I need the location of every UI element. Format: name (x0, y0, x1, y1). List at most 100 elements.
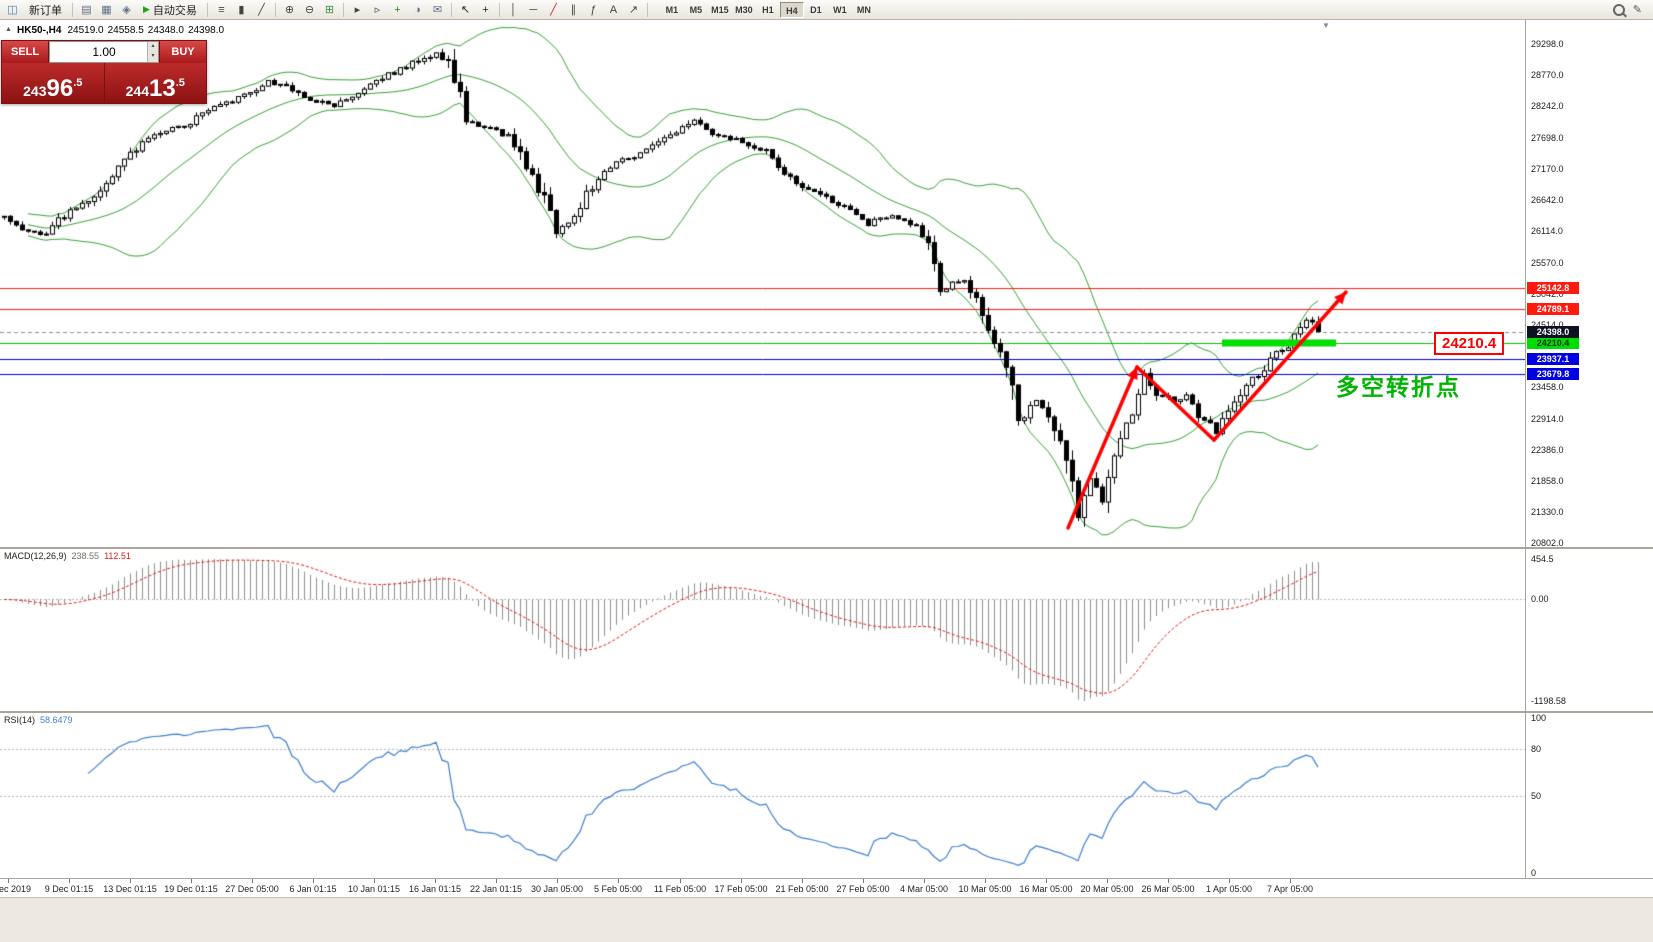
text-icon[interactable]: A (609, 3, 618, 16)
current-price-label: 24398.0 (1527, 325, 1579, 338)
price-tick: 26114.0 (1531, 225, 1563, 236)
one-click-trade-panel: SELL 1.00 ▴ ▾ BUY 243 96.5 244 13.5 (1, 40, 207, 104)
buy-price-display[interactable]: 244 13.5 (104, 63, 206, 103)
timeframe-m30[interactable]: M30 (735, 4, 753, 15)
macd-pane[interactable]: MACD(12,26,9) 238.55 112.51 (0, 549, 1525, 711)
sell-price-prefix: 243 (23, 83, 47, 99)
bar-chart-icon[interactable]: ≡ (218, 3, 225, 16)
toolbar-separator (72, 2, 73, 17)
time-label: 10 Mar 05:00 (958, 884, 1012, 894)
volume-decrease-button[interactable]: ▾ (147, 52, 158, 62)
time-tick (1229, 879, 1230, 883)
fibonacci-icon[interactable]: ƒ (590, 3, 597, 16)
price-axis[interactable]: 29298.0 28770.0 28242.0 27698.0 27170.0 26642… (1525, 20, 1653, 548)
time-tick (1107, 879, 1108, 883)
navigator-icon[interactable]: ◈ (122, 3, 131, 16)
timeframe-m15[interactable]: M15 (711, 4, 729, 15)
template-icon[interactable]: ✉ (432, 3, 443, 16)
time-axis[interactable]: 2 Dec 2019 9 Dec 01:15 13 Dec 01:15 19 Dec … (0, 878, 1653, 897)
profiles-icon[interactable]: ▤ (81, 3, 92, 16)
timeframe-w1[interactable]: W1 (833, 4, 847, 15)
candlestick-chart-icon[interactable]: ▮ (238, 3, 245, 16)
vertical-line-icon[interactable]: │ (509, 3, 517, 16)
sell-button[interactable]: SELL (2, 41, 48, 63)
time-tick (618, 879, 619, 883)
edit-icon[interactable]: ✎ (1632, 4, 1642, 16)
macd-canvas[interactable] (0, 549, 1525, 711)
toolbar-separator (206, 2, 208, 17)
price-tick: 22914.0 (1531, 413, 1564, 424)
volume-increase-button[interactable]: ▴ (147, 42, 158, 52)
tile-windows-icon[interactable]: ⊞ (324, 3, 335, 16)
pane-splitter[interactable] (0, 547, 1653, 549)
sell-price-big: 96 (46, 74, 74, 102)
time-tick (680, 879, 681, 883)
chart-low: 24348.0 (147, 25, 184, 36)
auto-scroll-icon[interactable]: ▸ (354, 3, 361, 16)
volume-field[interactable]: 1.00 ▴ ▾ (49, 41, 159, 63)
line-chart-icon[interactable]: ╱ (258, 3, 265, 16)
new-chart-icon[interactable]: ◫ (7, 3, 18, 16)
timeframe-h4[interactable]: H4 (779, 1, 804, 18)
chart-shift-icon[interactable]: ▹ (374, 3, 381, 16)
sell-price-display[interactable]: 243 96.5 (2, 63, 104, 103)
rsi-canvas[interactable] (0, 713, 1525, 878)
time-label: 20 Mar 05:00 (1080, 884, 1134, 894)
toolbar-separator (498, 2, 500, 17)
crosshair-icon[interactable]: + (482, 3, 489, 16)
zoom-out-icon[interactable]: ⊖ (304, 3, 315, 16)
price-pane[interactable]: ▲ HK50-,H4 24519.0 24558.5 24348.0 24398.0 ▼… (0, 20, 1525, 547)
chart-high: 24558.5 (107, 25, 144, 36)
chart-close: 24398.0 (187, 25, 225, 36)
timeframe-mn[interactable]: MN (856, 4, 871, 15)
rsi-axis[interactable]: 100 80 50 0 (1525, 713, 1653, 878)
volume-value[interactable]: 1.00 (92, 45, 116, 59)
macd-main-value: 238.55 (71, 551, 100, 561)
toolbar-right-icons: ✎ (1612, 3, 1650, 16)
rsi-axis-tick: 80 (1531, 744, 1542, 754)
timeframe-m1[interactable]: M1 (665, 4, 679, 15)
time-tick (313, 879, 314, 883)
arrows-icon[interactable]: ↗ (628, 3, 639, 16)
time-tick (130, 879, 131, 883)
cursor-icon[interactable]: ↖ (460, 3, 471, 16)
market-watch-icon[interactable]: ▦ (101, 3, 112, 16)
horizontal-line-icon[interactable]: ─ (529, 3, 538, 16)
price-tick: 24514.0 (1531, 320, 1564, 330)
new-order-button[interactable]: 新订单 (23, 2, 68, 18)
time-tick (985, 879, 986, 883)
timeframe-d1[interactable]: D1 (810, 4, 822, 15)
time-label: 19 Dec 01:15 (164, 884, 218, 894)
price-tick: 27170.0 (1531, 163, 1564, 174)
macd-name: MACD(12,26,9) (4, 551, 67, 561)
trade-panel-collapse-icon[interactable]: ▲ (5, 26, 12, 33)
pane-splitter[interactable] (0, 711, 1653, 713)
chart-symbol-timeframe: HK50-,H4 (17, 25, 62, 36)
time-label: 26 Mar 05:00 (1141, 884, 1195, 894)
price-tick: 21330.0 (1531, 506, 1564, 517)
time-tick (924, 879, 925, 883)
macd-axis[interactable]: 454.5 0.00 -1198.58 (1525, 549, 1653, 711)
buy-button[interactable]: BUY (160, 41, 206, 63)
price-tick: 28242.0 (1531, 100, 1564, 111)
price-level-label: 23937.1 (1527, 352, 1579, 365)
time-label: 6 Jan 01:15 (289, 884, 337, 894)
search-icon[interactable] (1612, 3, 1625, 16)
channel-icon[interactable]: ∥ (570, 3, 577, 16)
auto-trading-button[interactable]: ▶ 自动交易 (137, 2, 203, 18)
chart-open: 24519.0 (67, 25, 104, 36)
rsi-pane[interactable]: RSI(14) 58.6479 (0, 713, 1525, 878)
macd-signal-value: 112.51 (104, 551, 131, 561)
trendline-icon[interactable]: ╱ (550, 3, 557, 16)
time-tick (802, 879, 803, 883)
time-label: 2 Dec 2019 (0, 884, 32, 894)
timeframe-h1[interactable]: H1 (762, 4, 774, 15)
price-tick: 20802.0 (1531, 537, 1564, 548)
chart-shift-marker[interactable]: ▼ (1322, 21, 1330, 30)
timeframe-m5[interactable]: M5 (689, 4, 703, 15)
zoom-in-icon[interactable]: ⊕ (284, 3, 295, 16)
period-icon[interactable]: ◑ (414, 3, 421, 16)
price-tick: 25570.0 (1531, 257, 1564, 268)
price-chart-canvas[interactable] (0, 20, 1525, 547)
indicators-icon[interactable]: + (394, 3, 401, 16)
